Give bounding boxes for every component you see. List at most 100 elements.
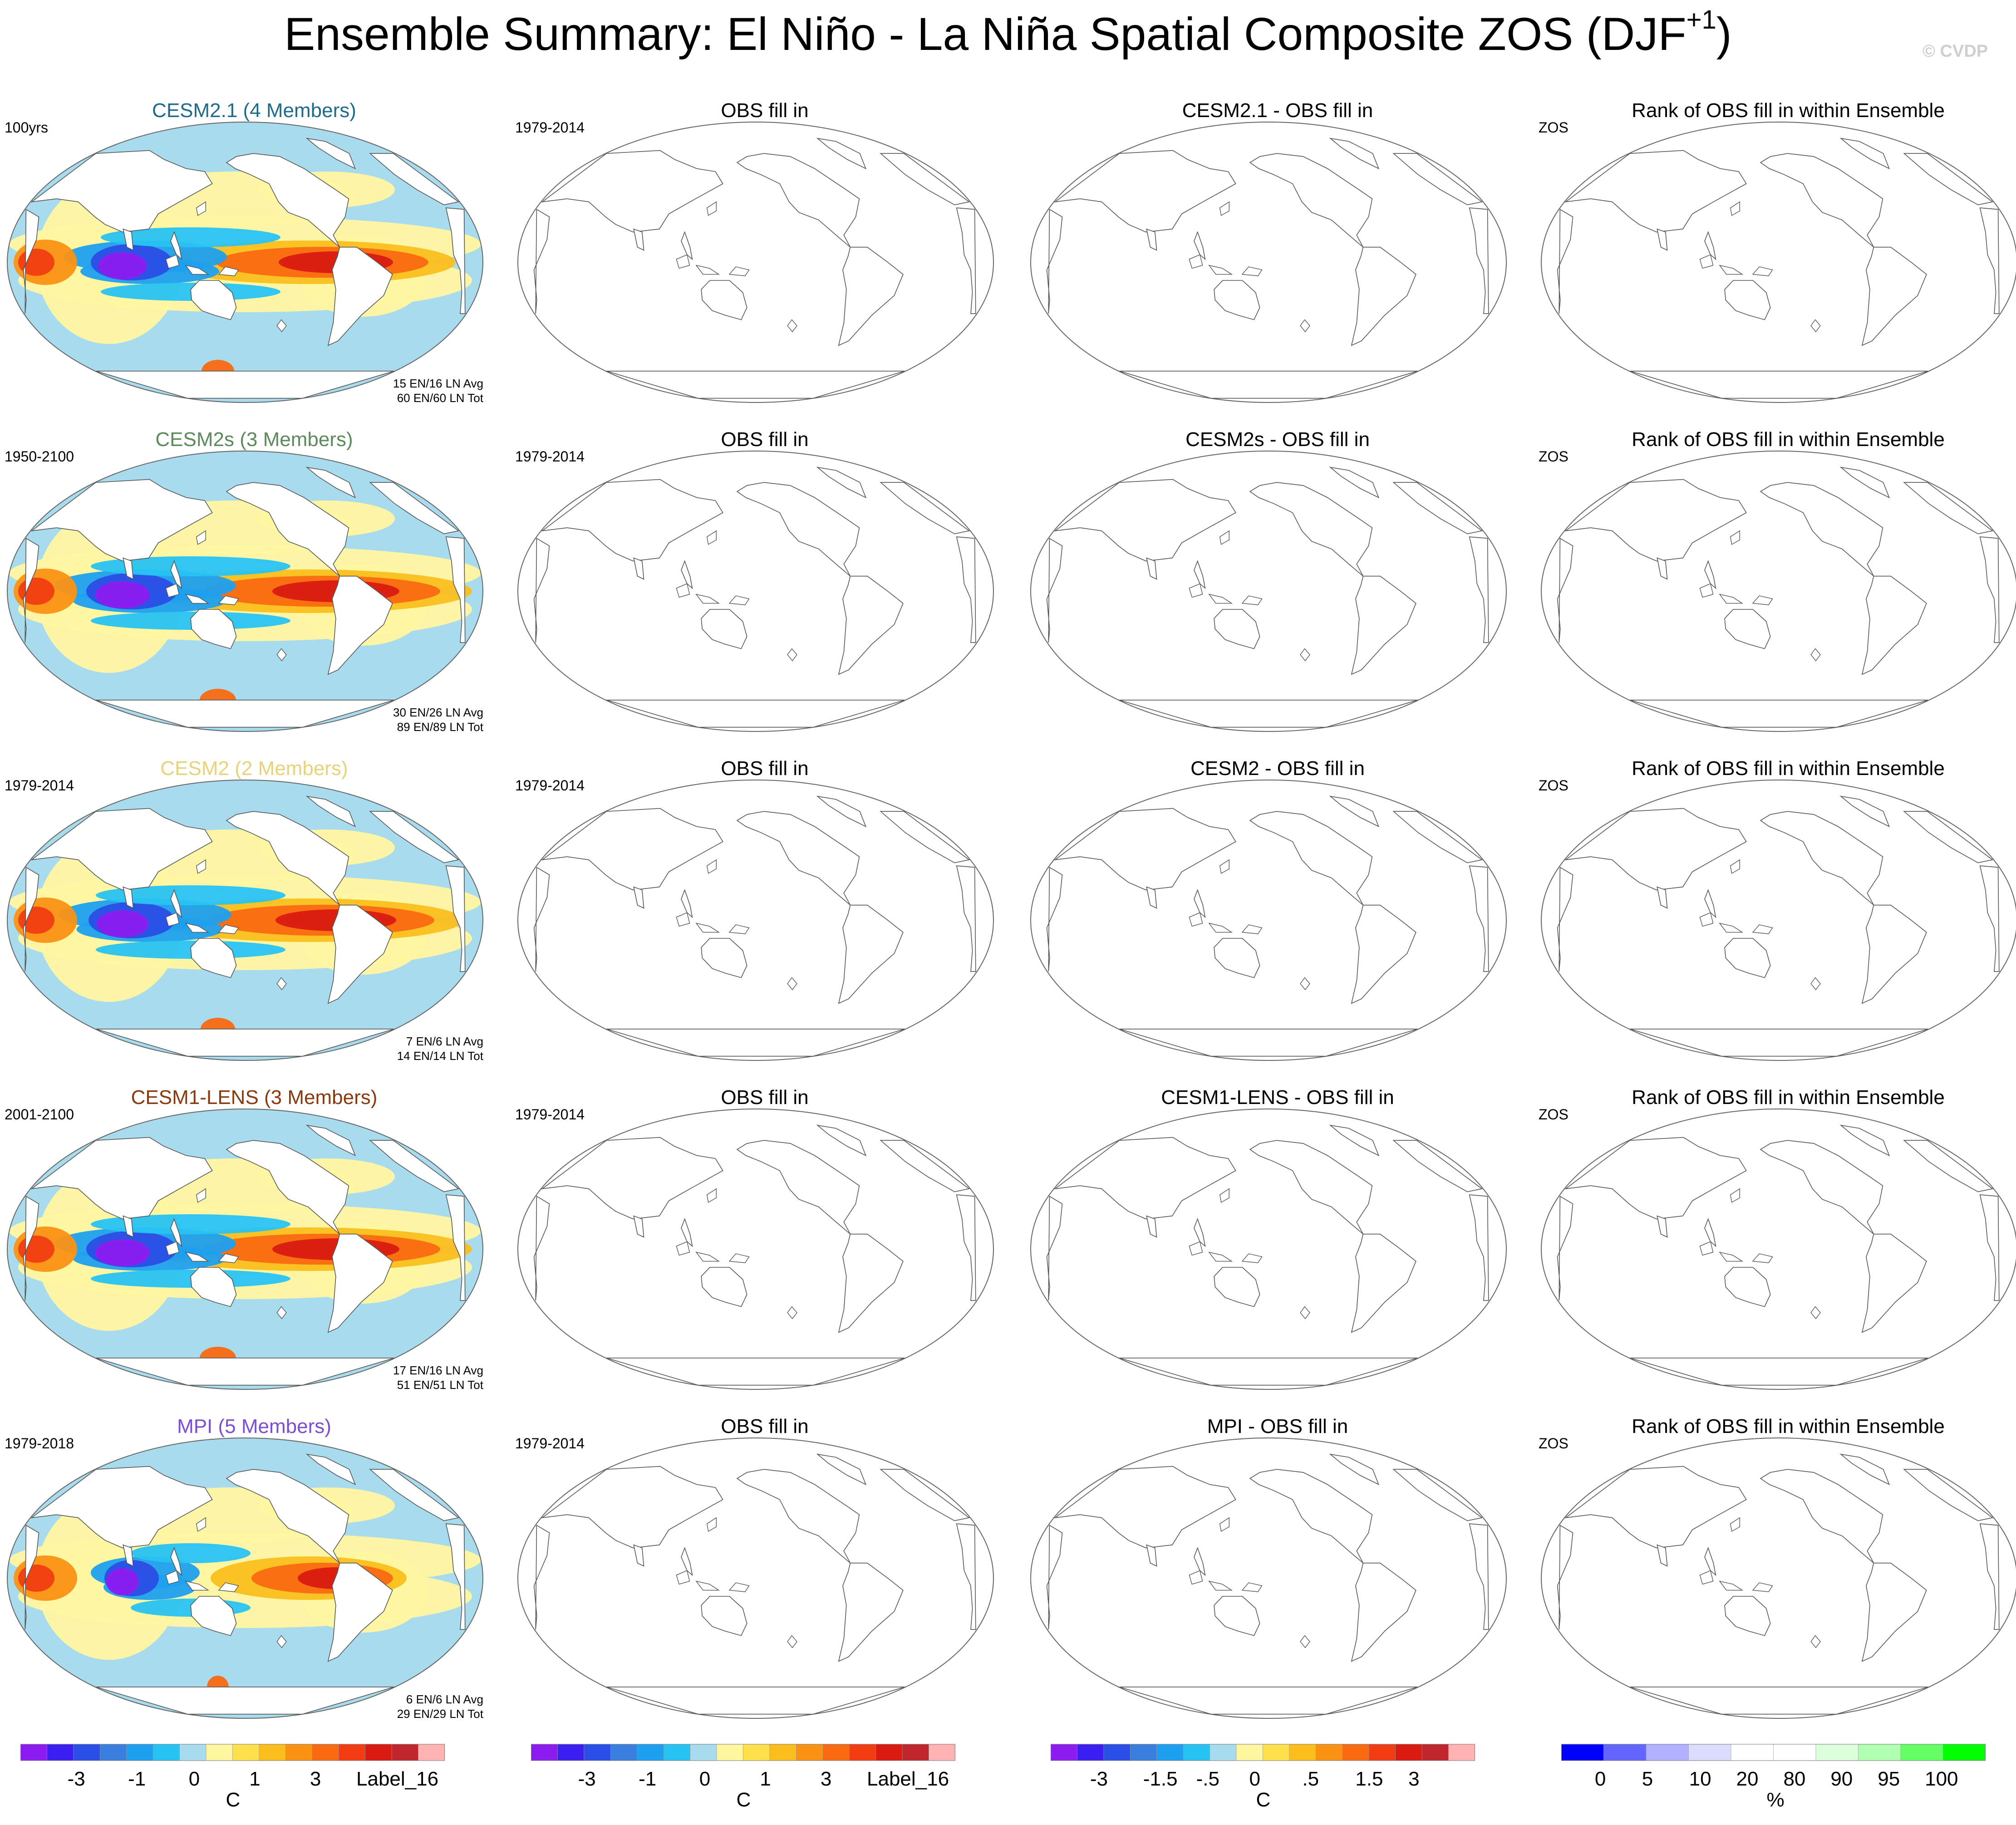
colorbar-tick-label: 10 <box>1689 1768 1711 1790</box>
world-map <box>1541 1437 2016 1719</box>
colorbar-swatch <box>1051 1744 1077 1761</box>
colorbar-swatch <box>1421 1744 1449 1761</box>
colorbar-swatch <box>1130 1744 1157 1761</box>
panel-title: CESM2.1 - OBS fill in <box>1182 99 1373 122</box>
model-panel: CESM2 (2 Members) 1979-2014 7 EN/6 LN Avg 1… <box>5 756 504 1082</box>
colorbar-swatch <box>1183 1744 1210 1761</box>
colorbar-swatch <box>1395 1744 1422 1761</box>
colorbar-swatch <box>1368 1744 1396 1761</box>
colorbar-swatch <box>206 1744 233 1761</box>
colorbar-swatch <box>285 1744 313 1761</box>
colorbar-swatch <box>1448 1744 1475 1761</box>
colorbar-swatch <box>1077 1744 1104 1761</box>
colorbar-tick-label: 5 <box>1642 1768 1653 1790</box>
colorbar-swatch <box>929 1744 955 1761</box>
colorbar-swatch <box>1210 1744 1237 1761</box>
colorbar-swatch <box>743 1744 770 1761</box>
world-map <box>7 1437 483 1719</box>
colorbar-tick-label: -.5 <box>1196 1768 1219 1790</box>
world-map <box>7 1109 483 1390</box>
colorbar-swatch <box>338 1744 365 1761</box>
rank-panel: Rank of OBS fill in within Ensemble ZOS <box>1539 1413 2016 1740</box>
world-map <box>1541 1109 2016 1390</box>
panel-title: Rank of OBS fill in within Ensemble <box>1632 757 1945 780</box>
panel-title: OBS fill in <box>721 428 809 451</box>
colorbar-swatch <box>584 1744 611 1761</box>
panel-title: OBS fill in <box>721 1086 809 1109</box>
colorbar-swatch <box>365 1744 392 1761</box>
colorbar-swatch <box>1900 1744 1943 1761</box>
colorbar-tick-label: 1 <box>249 1768 261 1790</box>
colorbar-swatch <box>637 1744 664 1761</box>
colorbar-swatch <box>1236 1744 1263 1761</box>
event-count-avg: 15 EN/16 LN Avg <box>393 377 483 390</box>
colorbar-swatch <box>152 1744 180 1761</box>
colorbar-swatch <box>796 1744 823 1761</box>
colorbar-tick-label: 90 <box>1830 1768 1853 1790</box>
colorbar-swatch <box>1603 1744 1647 1761</box>
panel-title: CESM2 - OBS fill in <box>1190 757 1365 780</box>
panel-title: CESM2 (2 Members) <box>160 757 348 780</box>
colorbar-tick-label: 0 <box>1594 1768 1606 1790</box>
colorbar-tick-label: -1.5 <box>1143 1768 1178 1790</box>
panel-period: 1979-2018 <box>5 1435 74 1452</box>
colorbar-swatch <box>1646 1744 1689 1761</box>
panel-period: 1979-2014 <box>515 119 585 136</box>
event-count-total: 60 EN/60 LN Tot <box>397 391 483 405</box>
colorbar-swatch <box>1342 1744 1369 1761</box>
panel-period: 100yrs <box>5 119 49 136</box>
world-map <box>7 122 483 403</box>
panel-period: 2001-2100 <box>5 1106 74 1123</box>
colorbar-swatch <box>100 1744 127 1761</box>
diff-panel: CESM2 - OBS fill in <box>1028 756 1527 1082</box>
rank-panel: Rank of OBS fill in within Ensemble ZOS <box>1539 756 2016 1082</box>
world-map <box>1030 122 1507 403</box>
panel-title: OBS fill in <box>721 757 809 780</box>
event-count-total: 89 EN/89 LN Tot <box>397 720 483 734</box>
colorbar-swatch <box>259 1744 286 1761</box>
panel-period: ZOS <box>1539 777 1569 794</box>
model-panel: CESM2.1 (4 Members) 100yrs 15 EN/16 LN Avg… <box>5 98 504 424</box>
panel-title: CESM1-LENS - OBS fill in <box>1161 1086 1394 1109</box>
panel-title: Rank of OBS fill in within Ensemble <box>1632 1086 1945 1109</box>
colorbar-tick-label: 100 <box>1925 1768 1958 1790</box>
world-map <box>517 1437 994 1719</box>
panel-title: Rank of OBS fill in within Ensemble <box>1632 1415 1945 1437</box>
world-map <box>517 122 994 403</box>
colorbar-swatch <box>1943 1744 1986 1761</box>
colorbar-swatch <box>1773 1744 1816 1761</box>
colorbar-tick-label: 1 <box>760 1768 771 1790</box>
colorbar-tick-label: 3 <box>310 1768 321 1790</box>
world-map <box>1030 780 1507 1061</box>
panel-title: CESM2s - OBS fill in <box>1185 428 1370 451</box>
colorbar-swatch <box>1688 1744 1731 1761</box>
panel-title: Rank of OBS fill in within Ensemble <box>1632 99 1945 122</box>
panel-title: OBS fill in <box>721 99 809 122</box>
world-map <box>7 451 483 732</box>
colorbar-swatch <box>1561 1744 1604 1761</box>
panel-period: ZOS <box>1539 1106 1569 1123</box>
colorbar-tick-label: -3 <box>578 1768 596 1790</box>
event-count-total: 29 EN/29 LN Tot <box>397 1707 483 1721</box>
colorbar: -3 -1.5 -.5 0 .5 1.5 3 C <box>1051 1743 1475 1825</box>
panel-period: 1979-2014 <box>515 1106 585 1123</box>
colorbar-swatch <box>1103 1744 1131 1761</box>
colorbar-tick-label: 0 <box>699 1768 711 1790</box>
colorbar-swatch <box>690 1744 717 1761</box>
obs-panel: OBS fill in 1979-2014 <box>515 427 1014 753</box>
colorbar-swatch <box>1316 1744 1343 1761</box>
panel-period: 1979-2014 <box>515 448 585 465</box>
colorbar-tick-label: -1 <box>639 1768 657 1790</box>
model-panel: MPI (5 Members) 1979-2018 6 EN/6 LN Avg 29 … <box>5 1413 504 1740</box>
colorbar-swatch <box>1731 1744 1774 1761</box>
colorbar: -3 -1 0 1 3 Label_16 C <box>20 1743 445 1825</box>
model-panel: CESM1-LENS (3 Members) 2001-2100 17 EN/16 … <box>5 1084 504 1411</box>
colorbar-swatch <box>1815 1744 1859 1761</box>
event-count-avg: 6 EN/6 LN Avg <box>406 1693 483 1706</box>
colorbar: -3 -1 0 1 3 Label_16 C <box>531 1743 955 1825</box>
obs-panel: OBS fill in 1979-2014 <box>515 98 1014 424</box>
colorbar-tick-label: -3 <box>67 1768 85 1790</box>
panel-title: Rank of OBS fill in within Ensemble <box>1632 428 1945 451</box>
colorbar-unit: % <box>1766 1789 1785 1811</box>
event-count-avg: 17 EN/16 LN Avg <box>393 1364 483 1377</box>
